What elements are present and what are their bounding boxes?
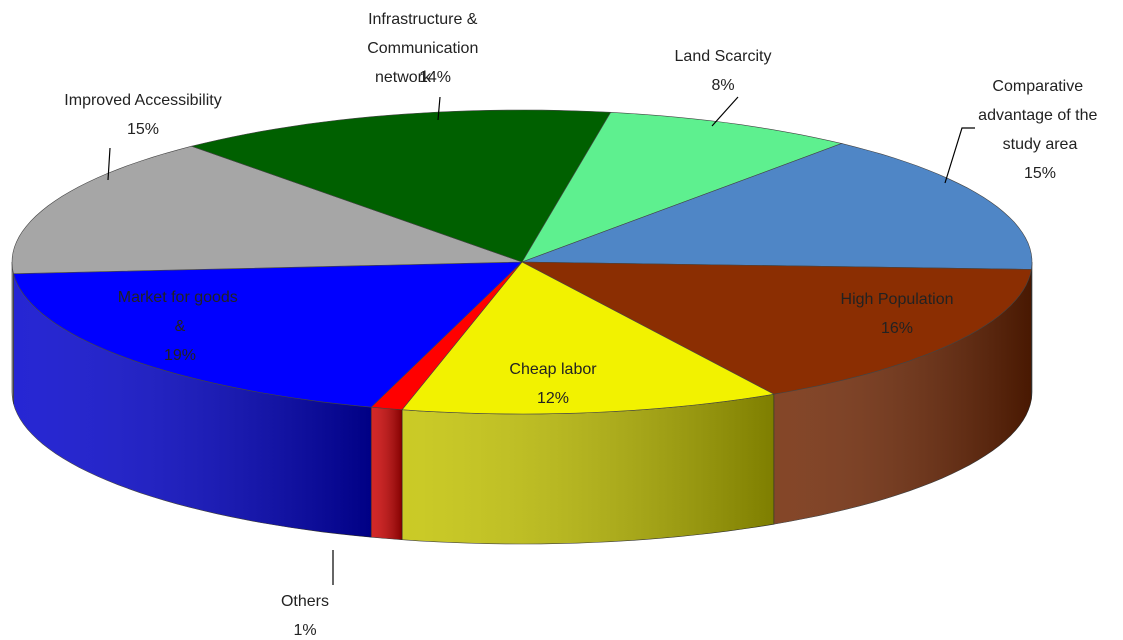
pie-slice bbox=[521, 261, 1032, 395]
pie-slice bbox=[521, 143, 1033, 270]
pie-side-shade bbox=[402, 394, 774, 544]
value-label: 14% bbox=[419, 69, 451, 86]
slice-label: Comparative advantage of the study area bbox=[978, 78, 1102, 153]
value-label: 12% bbox=[537, 390, 569, 407]
slice-label: High Population bbox=[841, 291, 954, 308]
value-label: 16% bbox=[881, 320, 913, 337]
value-label: 19% bbox=[164, 347, 196, 364]
pie-slice bbox=[401, 261, 775, 415]
value-label: 8% bbox=[711, 77, 734, 94]
leader-line bbox=[107, 147, 111, 181]
value-label: 1% bbox=[293, 622, 316, 639]
value-label: 15% bbox=[1024, 165, 1056, 182]
value-label: 15% bbox=[127, 121, 159, 138]
leader-line bbox=[437, 96, 441, 121]
labels: Land Scarcity 8% Comparative advantage of … bbox=[64, 11, 1102, 639]
pie-side-shade bbox=[773, 269, 1032, 525]
pie-slice bbox=[521, 111, 843, 263]
pie-side-shade bbox=[13, 273, 372, 538]
pie-side-shade bbox=[371, 407, 403, 540]
leader-line bbox=[944, 127, 975, 184]
pie-side-shade bbox=[12, 262, 14, 404]
slice-label: Infrastructure & Communication network bbox=[367, 11, 483, 86]
slice-label: Others bbox=[281, 593, 329, 610]
slice-label: Land Scarcity bbox=[675, 48, 772, 65]
slice-label: Improved Accessibility bbox=[64, 92, 221, 109]
slice-label: Cheap labor bbox=[509, 361, 597, 378]
pie-slice bbox=[190, 109, 612, 263]
slice-label: Market for goods & bbox=[118, 289, 243, 335]
pie-tops bbox=[11, 109, 1033, 415]
pie-sides bbox=[11, 261, 1033, 545]
pie-slice bbox=[13, 261, 523, 408]
pie-slice bbox=[11, 145, 523, 275]
leader-line bbox=[711, 96, 739, 127]
